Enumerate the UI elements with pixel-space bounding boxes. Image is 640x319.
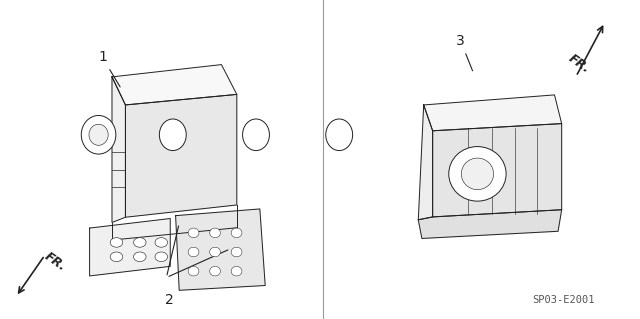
Ellipse shape (326, 119, 353, 151)
Polygon shape (424, 95, 562, 131)
Polygon shape (112, 77, 125, 223)
Polygon shape (433, 123, 562, 217)
Ellipse shape (210, 247, 220, 257)
Text: FR.: FR. (566, 52, 593, 76)
Ellipse shape (231, 228, 242, 238)
Polygon shape (112, 64, 237, 105)
Ellipse shape (188, 228, 199, 238)
Ellipse shape (210, 228, 220, 238)
Polygon shape (125, 94, 237, 217)
Ellipse shape (159, 119, 186, 151)
Text: 1: 1 (98, 50, 120, 87)
Ellipse shape (110, 238, 123, 247)
Ellipse shape (155, 252, 168, 262)
Ellipse shape (134, 252, 146, 262)
Ellipse shape (461, 158, 493, 189)
Text: SP03-E2001: SP03-E2001 (532, 295, 595, 305)
Ellipse shape (449, 146, 506, 201)
Ellipse shape (210, 266, 220, 276)
Text: 3: 3 (456, 34, 472, 71)
Ellipse shape (243, 119, 269, 151)
Ellipse shape (188, 247, 199, 257)
Polygon shape (175, 209, 265, 290)
Polygon shape (90, 219, 170, 276)
Ellipse shape (231, 266, 242, 276)
Text: FR.: FR. (42, 250, 68, 273)
Ellipse shape (134, 238, 146, 247)
Ellipse shape (81, 115, 116, 154)
Polygon shape (419, 210, 562, 239)
Ellipse shape (110, 252, 123, 262)
Polygon shape (419, 105, 433, 220)
Ellipse shape (188, 266, 199, 276)
Ellipse shape (231, 247, 242, 257)
Ellipse shape (89, 124, 108, 145)
Text: 2: 2 (165, 293, 174, 307)
Ellipse shape (155, 238, 168, 247)
